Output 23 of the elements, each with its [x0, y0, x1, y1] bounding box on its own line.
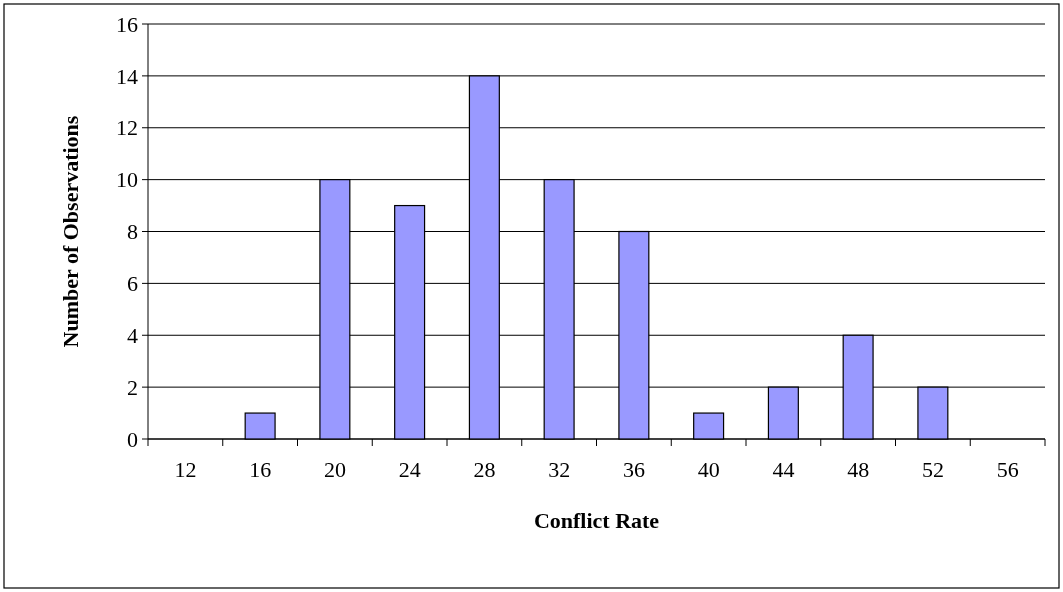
x-tick-label: 44	[772, 457, 795, 482]
y-tick-label: 0	[127, 426, 138, 452]
x-tick-label: 16	[249, 457, 272, 482]
y-tick-label: 8	[127, 219, 138, 245]
x-tick-label: 48	[847, 457, 870, 482]
y-tick-label: 10	[116, 167, 138, 193]
y-tick-label: 12	[116, 115, 138, 141]
x-tick-label: 52	[921, 457, 944, 482]
y-tick-label: 4	[127, 322, 138, 348]
x-tick-label: 28	[473, 457, 496, 482]
y-tick-label: 6	[127, 271, 138, 297]
x-tick-label: 56	[996, 457, 1019, 482]
x-tick-label: 12	[174, 457, 197, 482]
x-tick-label: 40	[697, 457, 720, 482]
y-tick-label: 16	[116, 11, 138, 37]
x-tick-label: 20	[323, 457, 346, 482]
y-axis-title: Number of Observations	[58, 115, 83, 348]
y-tick-label: 14	[116, 63, 138, 89]
x-tick-label: 36	[622, 457, 645, 482]
x-tick-label: 24	[398, 457, 421, 482]
x-tick-label: 32	[548, 457, 571, 482]
y-tick-label: 2	[127, 374, 138, 400]
x-axis-title: Conflict Rate	[533, 508, 660, 533]
